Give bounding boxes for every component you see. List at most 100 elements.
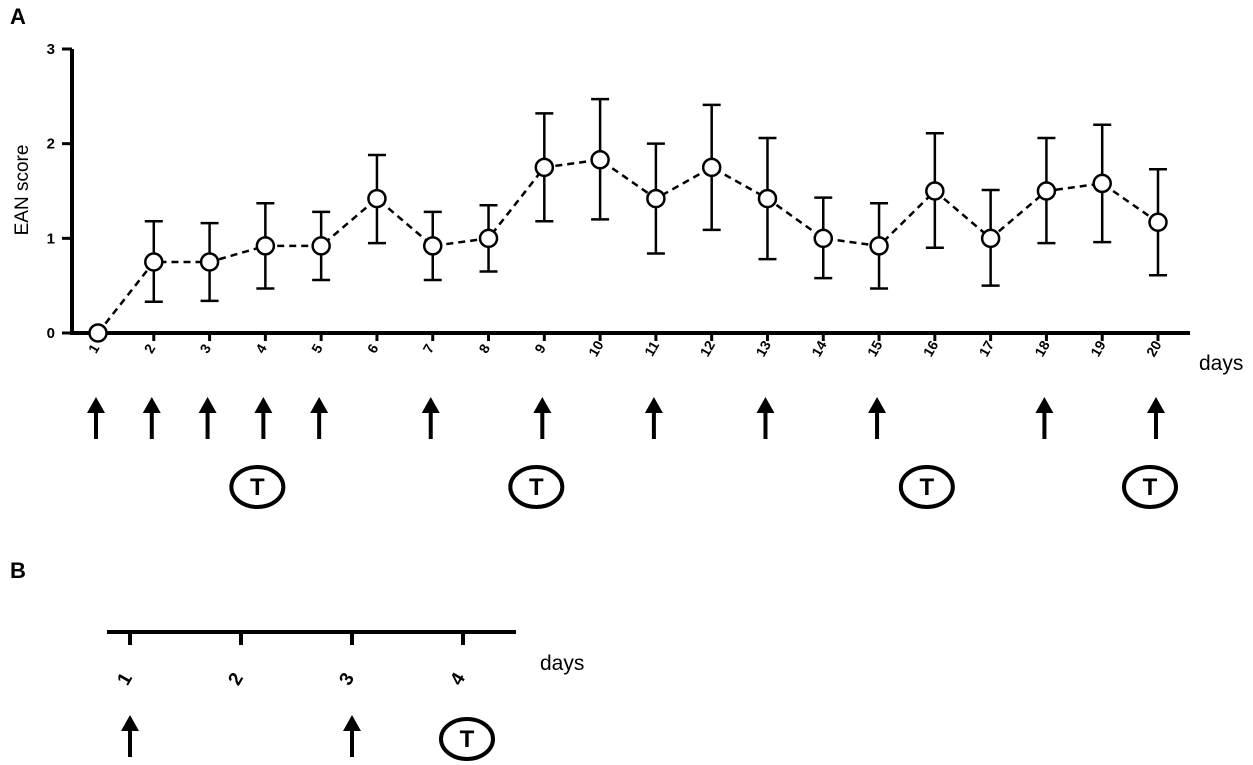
data-point xyxy=(199,252,220,272)
x-tick-label: 2 xyxy=(141,341,159,356)
arrow-head xyxy=(421,397,440,413)
arrow-head xyxy=(310,397,329,413)
t-circle xyxy=(439,717,495,761)
arrow-marker xyxy=(310,397,329,439)
data-point xyxy=(590,150,610,170)
timeline-arrow-marker xyxy=(121,715,139,757)
data-point xyxy=(813,228,834,249)
t-letter: T xyxy=(1143,474,1158,501)
timeline-arrow-marker xyxy=(343,715,361,757)
arrow-head xyxy=(756,397,775,413)
arrow-marker xyxy=(87,397,105,439)
t-letter: T xyxy=(920,474,935,501)
data-point xyxy=(869,236,889,256)
arrow-head xyxy=(644,397,663,413)
t-marker: T xyxy=(508,465,565,509)
x-tick-label: 10 xyxy=(585,338,607,360)
x-tick-label: 11 xyxy=(641,338,662,359)
t-circle xyxy=(508,465,565,509)
timeline-tick-label: 1 xyxy=(113,669,137,689)
x-tick-label: 14 xyxy=(808,338,830,360)
arrow-head xyxy=(868,397,887,413)
arrow-marker xyxy=(142,397,161,439)
t-circle xyxy=(898,465,955,509)
arrow-head xyxy=(142,397,161,413)
panel-a-label: A xyxy=(10,4,26,29)
t-circle xyxy=(229,465,286,509)
timeline-t-marker: T xyxy=(439,717,495,761)
y-tick-label: 3 xyxy=(47,41,55,58)
data-point xyxy=(144,252,164,272)
data-point xyxy=(367,188,387,209)
data-point xyxy=(255,236,276,256)
data-point xyxy=(646,188,666,209)
x-tick-label: 3 xyxy=(196,341,214,356)
panel-b-timeline: days 1 2 3 4 T xyxy=(107,630,584,761)
x-tick-label: 13 xyxy=(752,338,774,360)
data-point xyxy=(925,181,945,201)
data-point xyxy=(422,236,443,256)
x-tick-label: 8 xyxy=(475,341,493,356)
data-point xyxy=(701,157,722,178)
t-letter: T xyxy=(250,474,265,501)
x-tick-label: 18 xyxy=(1031,338,1053,360)
t-circle xyxy=(1122,465,1178,509)
arrow-head xyxy=(198,397,217,413)
x-axis-label: days xyxy=(1199,352,1243,375)
timeline-tick-label: 4 xyxy=(446,669,470,689)
data-point xyxy=(478,228,499,249)
arrow-marker xyxy=(756,397,775,439)
t-letter: T xyxy=(460,726,475,753)
arrow-marker xyxy=(644,397,663,439)
x-tick-label: 15 xyxy=(864,338,886,360)
t-marker: T xyxy=(1122,465,1178,509)
y-tick-label: 1 xyxy=(47,230,55,247)
x-tick-label: 9 xyxy=(531,341,549,356)
arrow-marker xyxy=(1035,397,1054,439)
arrow-marker xyxy=(254,397,273,439)
arrow-head xyxy=(1035,397,1054,413)
x-tick-label: 20 xyxy=(1143,338,1165,360)
data-point xyxy=(88,323,108,343)
y-tick-label: 0 xyxy=(47,325,55,342)
arrow-head xyxy=(254,397,273,413)
arrow-head xyxy=(121,715,139,731)
arrow-head xyxy=(533,397,552,413)
x-tick-label: 7 xyxy=(420,341,438,356)
data-point xyxy=(980,228,1001,249)
arrow-head xyxy=(343,715,361,731)
series-line xyxy=(97,158,1159,334)
arrow-marker xyxy=(198,397,217,439)
arrow-marker xyxy=(868,397,887,439)
arrow-head xyxy=(1147,397,1165,413)
x-tick-label: 5 xyxy=(308,341,326,356)
arrow-marker xyxy=(1147,397,1165,439)
data-point xyxy=(1092,173,1112,194)
timeline-tick-label: 3 xyxy=(335,669,358,689)
data-point xyxy=(1036,181,1057,201)
y-tick-label: 2 xyxy=(47,136,55,153)
x-tick-label: 16 xyxy=(920,338,942,360)
timeline-tick-label: 2 xyxy=(224,669,247,689)
x-tick-label: 12 xyxy=(697,338,719,360)
data-point xyxy=(757,188,778,209)
x-tick-label: 6 xyxy=(364,341,382,356)
t-marker: T xyxy=(898,465,955,509)
data-point xyxy=(311,236,331,256)
x-tick-label: 19 xyxy=(1087,338,1109,360)
data-point xyxy=(534,157,555,178)
timeline-x-axis-label: days xyxy=(540,652,584,675)
x-tick-label: 17 xyxy=(975,338,997,360)
data-point xyxy=(1148,212,1168,232)
t-marker: T xyxy=(229,465,286,509)
arrow-marker xyxy=(421,397,440,439)
x-tick-label: 4 xyxy=(252,341,270,356)
arrow-marker xyxy=(533,397,552,439)
x-tick-label: 1 xyxy=(85,341,103,356)
y-axis-label: EAN score xyxy=(12,145,33,236)
t-letter: T xyxy=(529,474,544,501)
arrow-head xyxy=(87,397,105,413)
panel-b-label: B xyxy=(10,558,26,583)
